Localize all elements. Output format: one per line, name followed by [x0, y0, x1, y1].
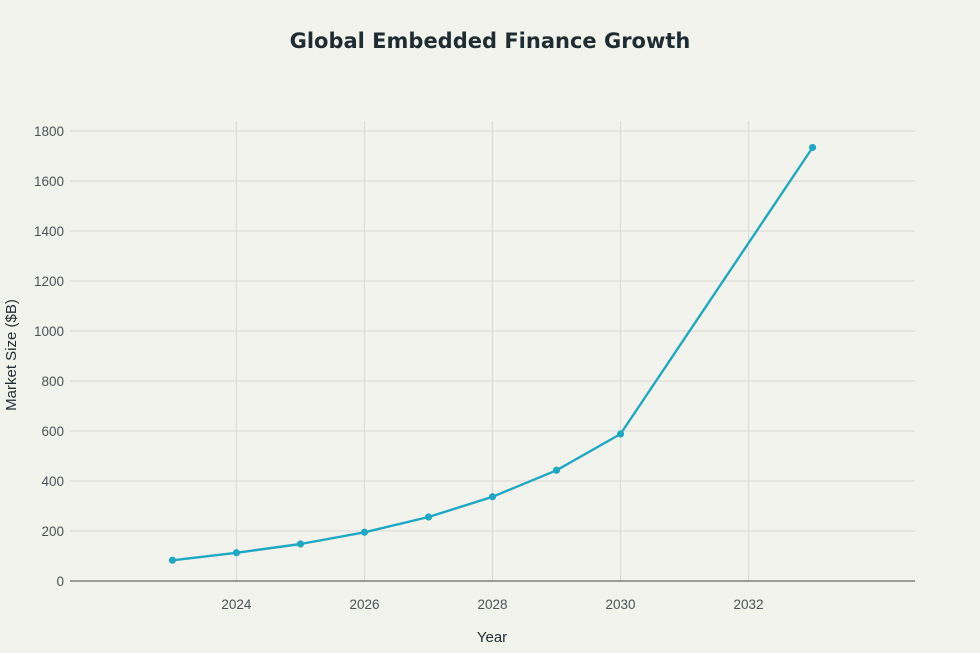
grid	[70, 121, 915, 581]
data-point	[808, 143, 817, 152]
x-tick-label: 2032	[734, 597, 764, 612]
y-tick-label: 600	[41, 424, 64, 439]
data-point	[360, 528, 369, 536]
data-point	[232, 549, 241, 557]
y-tick-label: 0	[56, 574, 64, 589]
x-axis-title: Year	[477, 629, 507, 646]
y-tick-label: 1800	[34, 124, 64, 139]
data-point	[488, 493, 497, 501]
x-tick-label: 2024	[221, 597, 252, 612]
y-axis-title: Market Size ($B)	[3, 299, 20, 411]
y-tick-label: 800	[41, 374, 64, 389]
data-point	[168, 556, 177, 564]
x-tick-label: 2026	[349, 597, 379, 612]
y-tick-label: 1000	[34, 324, 64, 339]
y-tick-label: 1200	[34, 274, 64, 289]
y-tick-label: 400	[41, 474, 64, 489]
x-tick-label: 2028	[477, 597, 507, 612]
data-point	[424, 513, 433, 521]
chart-title: Global Embedded Finance Growth	[290, 29, 691, 53]
x-tick-label: 2030	[606, 597, 636, 612]
data-point	[552, 466, 561, 474]
y-tick-label: 200	[41, 524, 64, 539]
data-point	[296, 540, 305, 548]
tick-labels: 2024 2026 2028 2030 2032 0 200 400 600 800 1000 120…	[34, 124, 764, 612]
y-tick-label: 1600	[34, 174, 64, 189]
data-point	[616, 430, 625, 438]
y-tick-label: 1400	[34, 224, 64, 239]
series	[168, 143, 817, 564]
